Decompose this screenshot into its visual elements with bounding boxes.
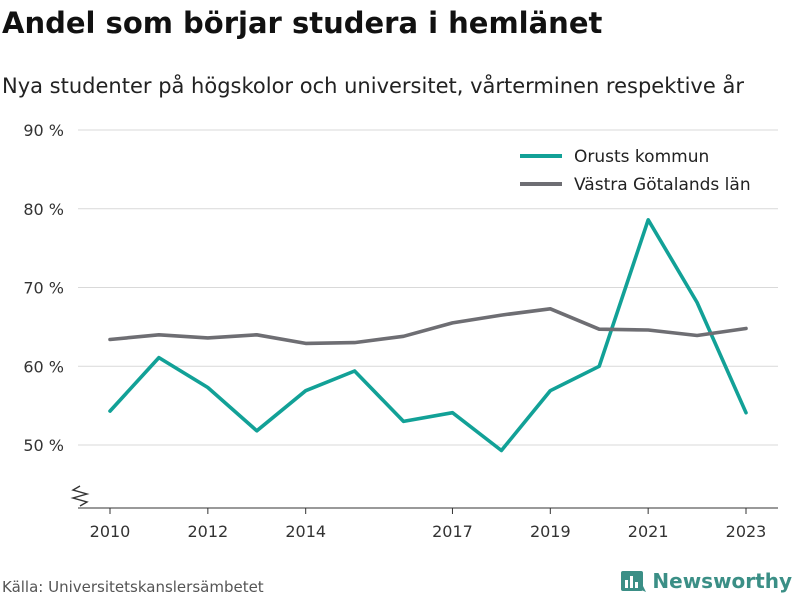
y-tick-label: 50 % bbox=[23, 436, 64, 455]
y-tick-label: 60 % bbox=[23, 357, 64, 376]
y-tick-label: 90 % bbox=[23, 121, 64, 140]
series-line-orusts-kommun bbox=[108, 218, 748, 453]
legend-label: Västra Götalands län bbox=[574, 175, 751, 195]
axis-break-icon bbox=[70, 485, 90, 507]
brand-name: Newsworthy bbox=[652, 569, 792, 593]
x-tick-label: 2010 bbox=[90, 522, 131, 541]
chart-title: Andel som börjar studera i hemlänet bbox=[2, 6, 603, 40]
source-note: Källa: Universitetskanslersämbetet bbox=[2, 578, 264, 596]
brand-logo: Newsworthy bbox=[620, 568, 792, 594]
x-tick-label: 2017 bbox=[432, 522, 473, 541]
x-tick-label: 2023 bbox=[726, 522, 767, 541]
y-tick-label: 70 % bbox=[23, 279, 64, 298]
x-tick-label: 2012 bbox=[187, 522, 228, 541]
x-tick-label: 2014 bbox=[285, 522, 326, 541]
legend-label: Orusts kommun bbox=[574, 147, 709, 167]
y-tick-label: 80 % bbox=[23, 200, 64, 219]
newsworthy-icon bbox=[621, 571, 647, 592]
x-tick-label: 2021 bbox=[628, 522, 669, 541]
series-line-vastra-gotalands-lan bbox=[108, 307, 748, 346]
chart-subtitle: Nya studenter på högskolor och universit… bbox=[2, 74, 744, 98]
x-tick-label: 2019 bbox=[530, 522, 571, 541]
